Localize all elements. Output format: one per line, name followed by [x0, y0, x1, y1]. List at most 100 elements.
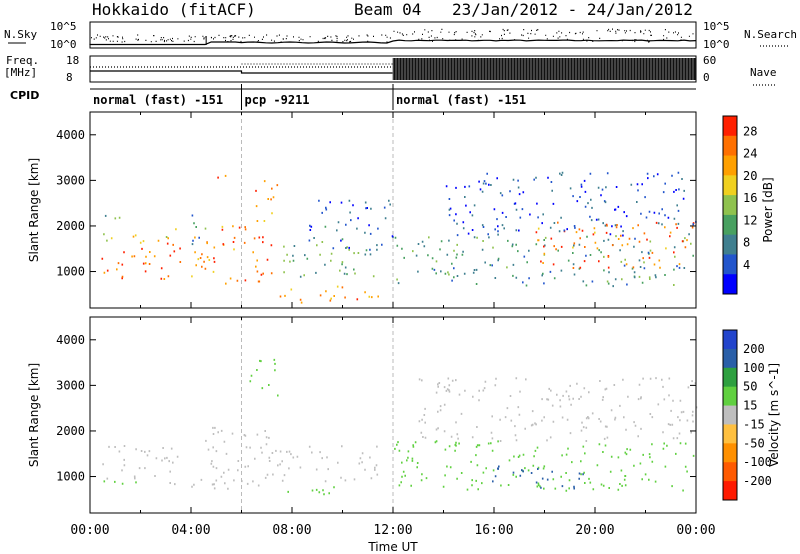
power-color-band [723, 175, 737, 196]
nsky-label: N.Sky [4, 28, 37, 41]
y-tick-label: 1000 [56, 265, 85, 279]
y-tick-label: 2000 [56, 219, 85, 233]
velocity-color-band [723, 348, 737, 369]
power-colorbar-tick: 8 [743, 236, 750, 250]
freq-tick-top: 18 [66, 54, 79, 67]
velocity-color-band [723, 405, 737, 425]
range-gate-cells [217, 176, 219, 179]
nsearch-points [91, 28, 694, 43]
velocity-colorbar-tick: -100 [743, 455, 772, 469]
freq-trace [90, 58, 696, 80]
cpid-segments: normal (fast) -151 pcp -9211 normal (fast)… [93, 84, 526, 110]
power-colorbar-tick: 28 [743, 124, 757, 138]
power-colorbar-frame [722, 115, 738, 295]
power-color-band [723, 274, 737, 295]
power-color-band [723, 234, 737, 255]
range-gate-cells [110, 228, 177, 244]
range-gate-cells [204, 227, 207, 230]
beam-label: Beam 04 [354, 0, 421, 19]
velocity-colorbar-tick: -50 [743, 436, 765, 450]
y-tick-label: 4000 [56, 333, 85, 347]
power-panel: 1000 2000 3000 4000 Slant Range [km] 28 24 20… [27, 111, 775, 309]
nsearch-tick-top: 10^5 [703, 20, 730, 33]
cpid-segment-label: normal (fast) -151 [396, 93, 526, 107]
y-tick-label: 1000 [56, 470, 85, 484]
velocity-ylabel: Slant Range [km] [27, 363, 41, 467]
x-tick-label: 00:00 [70, 523, 109, 538]
nave-tick-top: 60 [703, 54, 716, 67]
velocity-color-band [723, 462, 737, 482]
range-gate-cells [492, 465, 584, 490]
power-colorbar-tick: 4 [743, 258, 750, 272]
velocity-color-band [723, 330, 737, 350]
cpid-strip: CPID normal (fast) -151 pcp -9211 normal (… [10, 84, 696, 110]
nsky-tick-bottom: 10^0 [50, 38, 77, 51]
nsky-trace [89, 28, 697, 46]
nave-tick-bottom: 0 [703, 71, 710, 84]
range-gate-cells [255, 189, 257, 192]
y-tick-label: 4000 [56, 128, 85, 142]
velocity-colorbar-tick: 15 [743, 399, 757, 413]
range-gate-cells [193, 222, 197, 228]
date-range: 23/Jan/2012 - 24/Jan/2012 [452, 0, 693, 19]
x-tick-label: 08:00 [272, 523, 311, 538]
power-color-band [723, 254, 737, 275]
x-tick-label: 16:00 [474, 523, 513, 538]
power-colorbar-tick: 24 [743, 147, 757, 161]
range-gate-cells [270, 184, 279, 201]
y-tick-label: 3000 [56, 378, 85, 392]
freq-unit: [MHz] [4, 66, 37, 79]
power-colorbar-label: Power [dB] [761, 177, 775, 242]
nsky-frame [89, 21, 697, 49]
y-tick-label: 3000 [56, 173, 85, 187]
y-tick-label: 2000 [56, 424, 85, 438]
velocity-axes: 1000 2000 3000 4000 [56, 317, 697, 513]
freq-tick-bottom: 8 [66, 71, 73, 84]
range-gate-cells [224, 174, 227, 177]
velocity-colorbar-tick: 50 [743, 380, 757, 394]
velocity-colorbar-tick: 200 [743, 342, 765, 356]
nsky-panel: N.Sky 10^5 10^0 10^5 10^0 N.Search [4, 20, 797, 51]
power-color-band [723, 195, 737, 216]
power-data [101, 171, 697, 304]
velocity-color-band [723, 367, 737, 388]
nave-label: Nave [750, 66, 777, 79]
range-gate-cells [263, 212, 273, 222]
velocity-data [102, 358, 698, 496]
power-color-band [723, 155, 737, 176]
x-tick-label: 00:00 [676, 523, 715, 538]
nsearch-label: N.Search [744, 28, 797, 41]
velocity-color-band [723, 424, 737, 444]
station-title: Hokkaido (fitACF) [92, 0, 256, 19]
power-colorbar-tick: 20 [743, 169, 757, 183]
nsky-line [89, 39, 697, 46]
range-gate-cells [191, 243, 194, 246]
velocity-colorbar-label: Velocity [m s^-1] [767, 363, 781, 467]
velocity-panel: 1000 2000 3000 4000 Slant Range [km] 200 100… [27, 316, 781, 514]
power-colorbar-tick: 12 [743, 213, 757, 227]
cpid-label: CPID [10, 89, 39, 102]
nsearch-tick-bottom: 10^0 [703, 38, 730, 51]
range-gate-cells [104, 214, 107, 217]
range-gate-cells [114, 216, 121, 220]
velocity-colorbar-tick: -15 [743, 417, 765, 431]
cpid-segment-label: normal (fast) -151 [93, 93, 223, 107]
velocity-color-band [723, 481, 737, 501]
range-gate-cells [253, 237, 273, 283]
range-gate-cells [394, 440, 695, 492]
x-tick-label: 20:00 [575, 523, 614, 538]
velocity-colorbar-frame [722, 329, 738, 501]
power-axes: 1000 2000 3000 4000 [56, 112, 697, 308]
x-tick-label: 12:00 [373, 523, 412, 538]
velocity-color-band [723, 443, 737, 463]
velocity-color-band [723, 386, 737, 407]
freq-line [90, 70, 393, 74]
freq-fast-ticks [392, 58, 694, 80]
x-tick-labels: 00:00 04:00 08:00 12:00 16:00 20:00 00:00 [70, 523, 715, 538]
power-color-band [723, 135, 737, 157]
power-colorbar-tick: 16 [743, 191, 757, 205]
freq-panel: Freq. [MHz] 18 8 60 0 Nave [4, 54, 777, 86]
velocity-colorbar: 200 100 50 15 -15 -50 -100 -200 [722, 329, 772, 501]
nsky-tick-top: 10^5 [50, 20, 77, 33]
